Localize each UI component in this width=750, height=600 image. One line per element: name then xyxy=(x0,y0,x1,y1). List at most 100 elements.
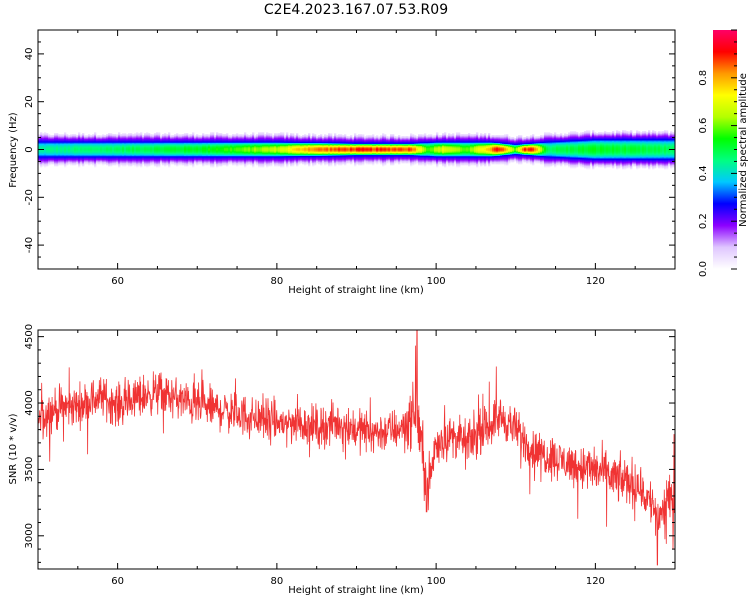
heatmap-cell xyxy=(94,150,97,152)
heatmap-cell xyxy=(236,161,239,163)
heatmap-cell xyxy=(344,134,347,136)
heatmap-cell xyxy=(256,156,259,158)
heatmap-cell xyxy=(224,159,227,161)
heatmap-cell xyxy=(208,148,211,150)
heatmap-cell xyxy=(196,162,199,164)
heatmap-cell xyxy=(338,135,341,137)
heatmap-cell xyxy=(68,151,71,153)
heatmap-cell xyxy=(326,139,329,141)
heatmap-cell xyxy=(136,143,139,145)
heatmap-cell xyxy=(210,153,213,155)
heatmap-cell xyxy=(162,152,165,154)
heatmap-cell xyxy=(330,142,333,144)
heatmap-cell xyxy=(88,148,91,150)
heatmap-cell xyxy=(234,162,237,164)
heatmap-cell xyxy=(348,147,351,149)
heatmap-cell xyxy=(204,142,207,144)
heatmap-cell xyxy=(58,145,61,147)
heatmap-cell xyxy=(262,158,265,160)
heatmap-cell xyxy=(328,145,331,147)
heatmap-cell xyxy=(286,162,289,164)
heatmap-cell xyxy=(194,158,197,160)
heatmap-cell xyxy=(236,151,239,153)
heatmap-cell xyxy=(116,162,119,164)
heatmap-cell xyxy=(304,150,307,152)
heatmap-cell xyxy=(228,140,231,142)
heatmap-cell xyxy=(198,158,201,160)
heatmap-cell xyxy=(196,164,199,166)
heatmap-cell xyxy=(292,136,295,138)
heatmap-cell xyxy=(198,156,201,158)
heatmap-cell xyxy=(176,160,179,162)
heatmap-cell xyxy=(158,155,161,157)
heatmap-cell xyxy=(354,151,357,153)
heatmap-cell xyxy=(48,138,51,140)
heatmap-cell xyxy=(322,143,325,145)
heatmap-cell xyxy=(60,136,63,138)
heatmap-cell xyxy=(174,144,177,146)
heatmap-cell xyxy=(220,162,223,164)
heatmap-cell xyxy=(354,133,357,135)
heatmap-cell xyxy=(88,156,91,158)
heatmap-cell xyxy=(40,166,43,168)
heatmap-cell xyxy=(158,145,161,147)
heatmap-cell xyxy=(230,139,233,141)
heatmap-cell xyxy=(256,158,259,160)
heatmap-cell xyxy=(306,136,309,138)
heatmap-cell xyxy=(112,150,115,152)
heatmap-cell xyxy=(350,154,353,156)
heatmap-cell xyxy=(264,139,267,141)
heatmap-cell xyxy=(86,145,89,147)
heatmap-cell xyxy=(92,143,95,145)
heatmap-cell xyxy=(56,161,59,163)
heatmap-cell xyxy=(316,156,319,158)
heatmap-cell xyxy=(296,161,299,163)
heatmap-cell xyxy=(250,137,253,139)
heatmap-cell xyxy=(290,148,293,150)
heatmap-cell xyxy=(194,150,197,152)
heatmap-cell xyxy=(208,152,211,154)
heatmap-cell xyxy=(250,162,253,164)
heatmap-cell xyxy=(340,149,343,151)
heatmap-cell xyxy=(42,163,45,165)
heatmap-cell xyxy=(238,150,241,152)
heatmap-cell xyxy=(212,154,215,156)
heatmap-cell xyxy=(232,152,235,154)
heatmap-cell xyxy=(112,149,115,151)
heatmap-cell xyxy=(78,132,81,134)
heatmap-cell xyxy=(246,158,249,160)
heatmap-cell xyxy=(350,141,353,143)
heatmap-cell xyxy=(180,150,183,152)
heatmap-cell xyxy=(206,159,209,161)
heatmap-cell xyxy=(286,163,289,165)
heatmap-cell xyxy=(260,155,263,157)
heatmap-cell xyxy=(196,151,199,153)
heatmap-cell xyxy=(40,151,43,153)
heatmap-cell xyxy=(246,134,249,136)
heatmap-cell xyxy=(200,138,203,140)
heatmap-cell xyxy=(44,157,47,159)
heatmap-cell xyxy=(220,151,223,153)
heatmap-cell xyxy=(66,137,69,139)
heatmap-cell xyxy=(252,150,255,152)
heatmap-cell xyxy=(130,153,133,155)
heatmap-cell xyxy=(164,138,167,140)
heatmap-cell xyxy=(278,149,281,151)
heatmap-cell xyxy=(44,155,47,157)
heatmap-cell xyxy=(258,142,261,144)
heatmap-cell xyxy=(188,151,191,153)
heatmap-cell xyxy=(44,156,47,158)
heatmap-cell xyxy=(58,134,61,136)
heatmap-cell xyxy=(194,151,197,153)
heatmap-cell xyxy=(318,150,321,152)
heatmap-cell xyxy=(102,142,105,144)
heatmap-cell xyxy=(344,144,347,146)
heatmap-cell xyxy=(332,152,335,154)
heatmap-cell xyxy=(66,145,69,147)
heatmap-cell xyxy=(296,157,299,159)
heatmap-cell xyxy=(208,141,211,143)
heatmap-cell xyxy=(326,136,329,138)
heatmap-cell xyxy=(104,146,107,148)
heatmap-cell xyxy=(110,149,113,151)
heatmap-cell xyxy=(94,158,97,160)
